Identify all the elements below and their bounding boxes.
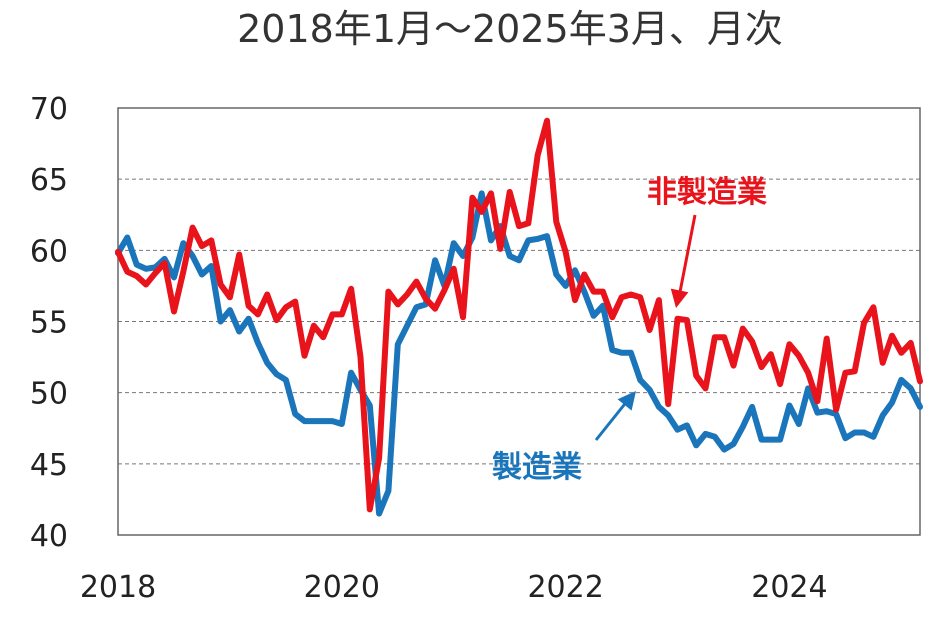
annotation-manufacturing-arrow (594, 399, 630, 441)
y-tick-label: 50 (30, 377, 68, 412)
annotations: 非製造業 製造業 (492, 175, 767, 485)
annotation-manufacturing: 製造業 (492, 450, 582, 485)
y-tick-label: 70 (30, 92, 68, 127)
x-axis-ticks: 2018 2020 2022 2024 (80, 570, 828, 605)
x-tick-label: 2020 (304, 570, 380, 605)
series-line-manufacturing (115, 190, 923, 517)
chart-title: 2018年1月～2025年3月、月次 (237, 7, 783, 51)
x-tick-label: 2024 (751, 570, 827, 605)
y-tick-label: 60 (30, 234, 68, 269)
y-tick-label: 40 (30, 519, 68, 554)
annotation-non-manufacturing-arrow (678, 214, 697, 293)
y-tick-label: 55 (30, 306, 68, 341)
series-line-non-manufacturing (115, 117, 923, 513)
plot-area (117, 107, 921, 536)
series-group (115, 117, 923, 517)
y-tick-label: 45 (30, 448, 68, 483)
annotation-manufacturing-arrowhead (617, 391, 636, 411)
annotation-non-manufacturing-arrowhead (670, 288, 689, 308)
y-axis-ticks: 40 45 50 55 60 65 70 (30, 92, 68, 554)
y-tick-label: 65 (30, 163, 68, 198)
x-tick-label: 2018 (80, 570, 156, 605)
x-tick-label: 2022 (527, 570, 603, 605)
annotation-non-manufacturing: 非製造業 (647, 175, 767, 210)
